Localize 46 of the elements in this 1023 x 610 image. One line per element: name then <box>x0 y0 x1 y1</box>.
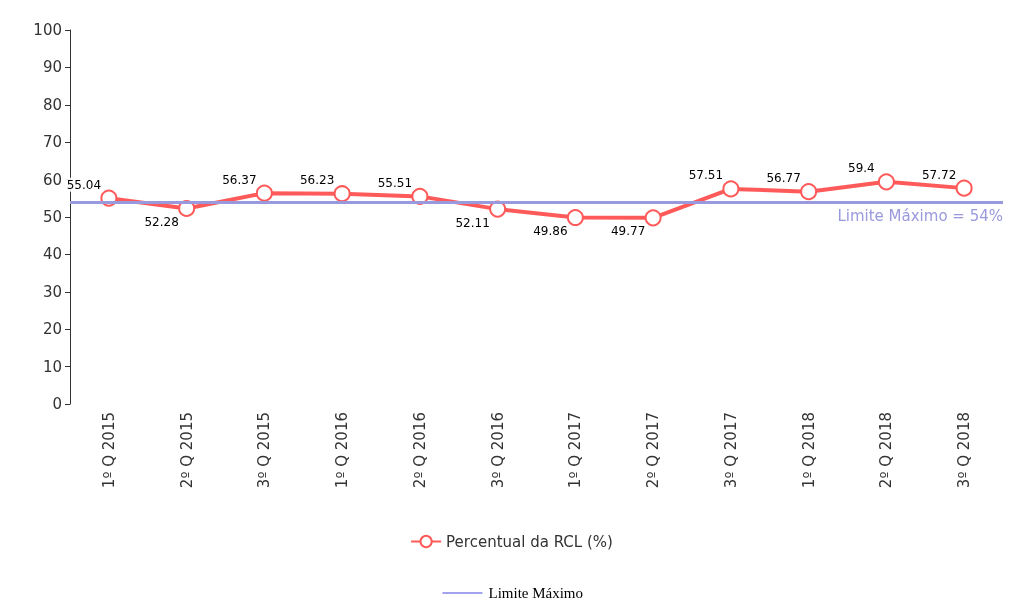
point <box>644 209 662 227</box>
x-tick-label: 3º Q 2017 <box>721 412 740 489</box>
point <box>955 179 973 197</box>
y-tick-label: 100 <box>33 21 62 39</box>
data-label: 52.28 <box>144 214 179 229</box>
x-tick-label: 1º Q 2016 <box>333 412 352 489</box>
x-tick-label: 2º Q 2018 <box>877 412 896 489</box>
data-label: 55.51 <box>377 175 413 190</box>
point <box>566 209 584 227</box>
y-tick-label: 70 <box>42 133 62 152</box>
point <box>877 173 895 191</box>
x-tick-label: 1º Q 2018 <box>799 412 818 489</box>
ref-line-label: Limite Máximo = 54% <box>837 206 1003 225</box>
y-tick-label: 50 <box>42 208 62 226</box>
data-label: 52.11 <box>455 215 490 230</box>
data-label: 56.23 <box>299 173 335 188</box>
text: Limite Máximo <box>488 584 584 601</box>
legend-label: Percentual da RCL (%) <box>446 532 613 551</box>
data-label: 56.77 <box>766 171 801 186</box>
data-label: 56.37 <box>222 172 257 187</box>
y-tick-label: 90 <box>42 58 62 77</box>
data-label: 49.86 <box>533 224 568 239</box>
y-tick-label: 30 <box>42 282 62 301</box>
data-label: 57.51 <box>688 168 724 183</box>
point <box>722 180 740 198</box>
y-tick-label: 10 <box>42 357 62 376</box>
y-tick-label: 80 <box>42 95 62 114</box>
y-tick-label: 0 <box>52 395 62 413</box>
data-label: 59.4 <box>848 161 875 176</box>
x-tick-label: 2º Q 2016 <box>410 412 429 489</box>
data-label: 55.04 <box>66 177 102 192</box>
x-tick-label: 1º Q 2017 <box>566 412 585 489</box>
data-label: 49.77 <box>610 224 646 239</box>
y-tick-label: 60 <box>42 170 62 189</box>
x-tick-label: 1º Q 2015 <box>99 412 118 489</box>
point <box>800 183 818 201</box>
point <box>255 184 273 202</box>
y-tick-label: 20 <box>42 320 62 339</box>
y-tick-label: 40 <box>42 245 62 264</box>
point <box>333 185 351 203</box>
x-tick-label: 3º Q 2015 <box>255 412 274 489</box>
x-tick-label: 2º Q 2017 <box>644 412 663 489</box>
x-tick-label: 3º Q 2018 <box>955 412 974 489</box>
x-tick-label: 3º Q 2016 <box>488 412 507 489</box>
x-tick-label: 2º Q 2015 <box>177 412 196 489</box>
data-label: 57.72 <box>921 167 957 182</box>
